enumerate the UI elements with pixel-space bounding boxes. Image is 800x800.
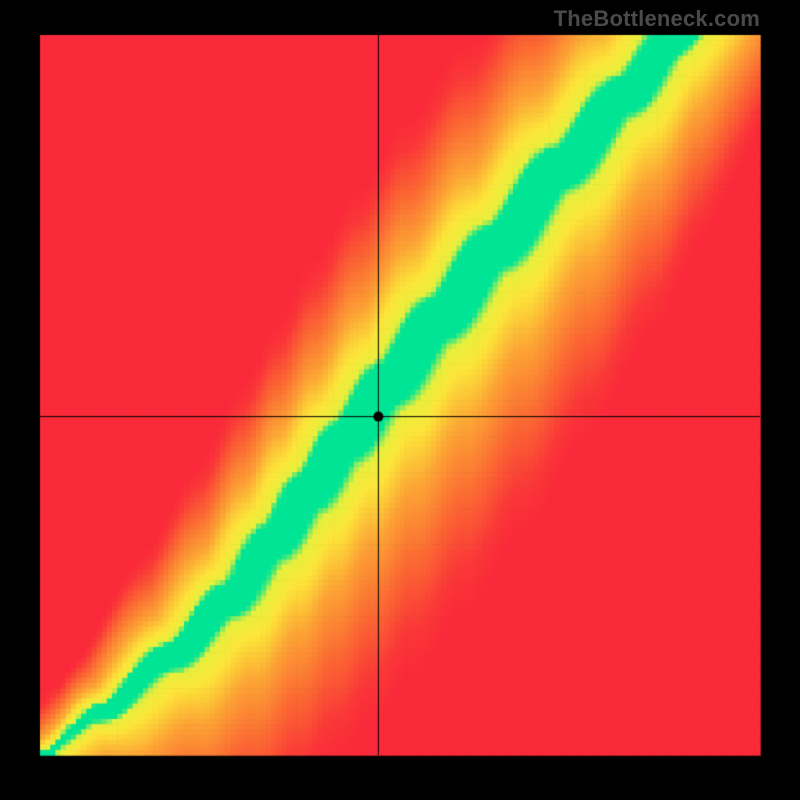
chart-container: TheBottleneck.com — [0, 0, 800, 800]
watermark-text: TheBottleneck.com — [554, 6, 760, 32]
heatmap-canvas — [0, 0, 800, 800]
